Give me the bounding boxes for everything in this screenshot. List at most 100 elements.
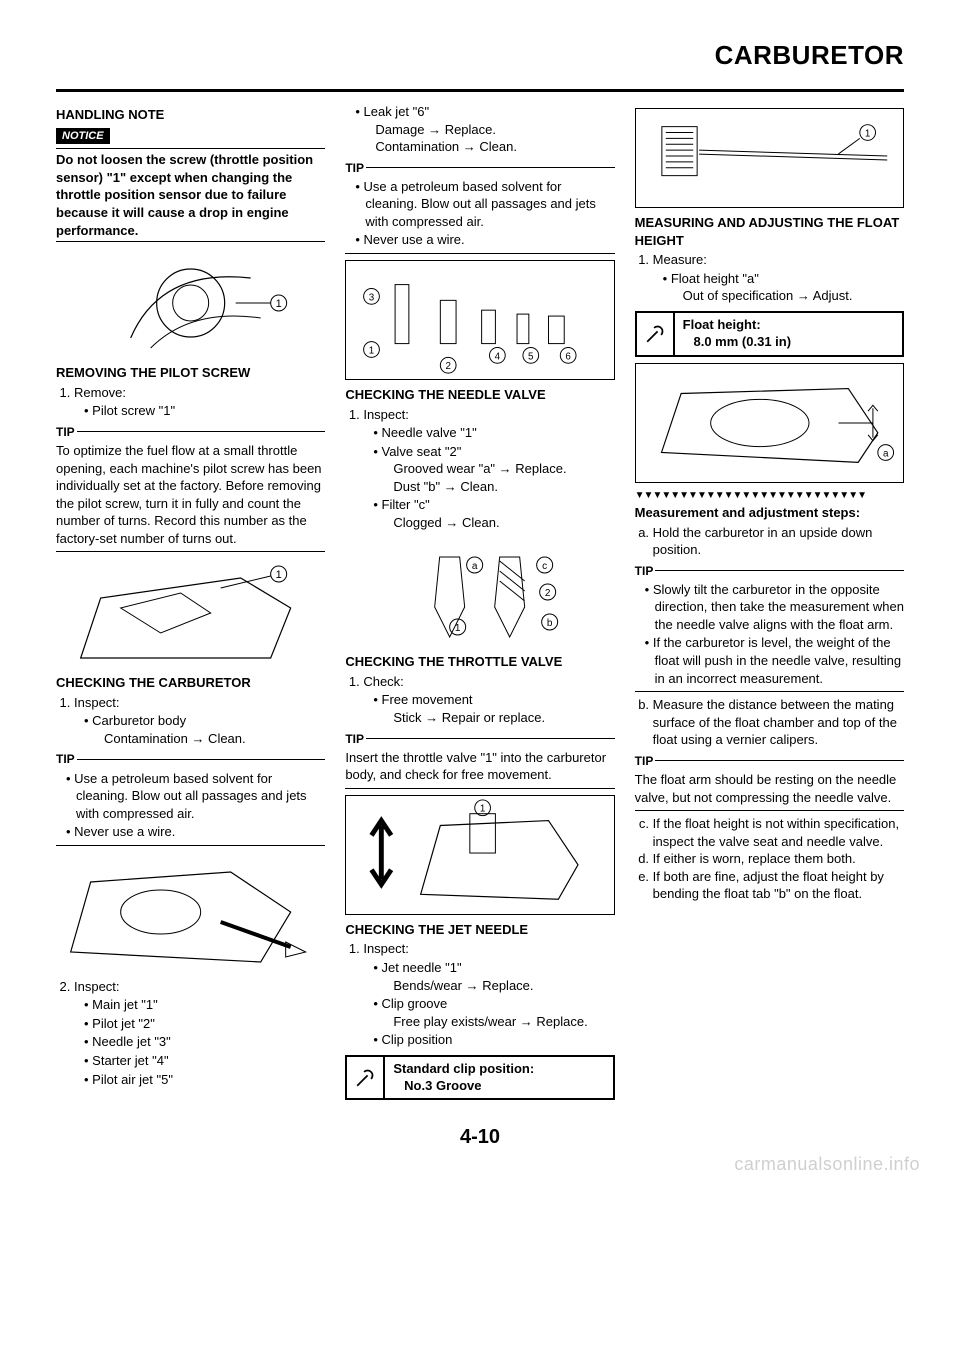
handling-note-heading: HANDLING NOTE [56, 106, 325, 124]
needle-b2-text: Valve seat "2" [382, 444, 462, 459]
svg-text:6: 6 [566, 351, 572, 362]
svg-text:1: 1 [455, 623, 461, 634]
leak-b1-sub2: Contamination → Clean. [385, 138, 614, 156]
inspect2-b4: Starter jet "4" [84, 1052, 325, 1070]
svg-text:1: 1 [480, 804, 485, 815]
leak-list: Leak jet "6" Damage → Replace. Contamina… [355, 103, 614, 156]
removing-tip-text: To optimize the fuel flow at a small thr… [56, 442, 325, 547]
needle-b2-sub2: Dust "b" → Clean. [403, 478, 614, 496]
jetneedle-b2-text: Clip groove [382, 996, 448, 1011]
needle-step-1: Inspect: Needle valve "1" Valve seat "2"… [363, 406, 614, 532]
inspect2-b2: Pilot jet "2" [84, 1015, 325, 1033]
section-rule [56, 845, 325, 846]
needle-b1: Needle valve "1" [373, 424, 614, 442]
leak-b1-sub1: Damage → Replace. [385, 121, 614, 139]
section-rule [345, 253, 614, 254]
jetneedle-steps: Inspect: Jet needle "1" Bends/wear → Rep… [363, 940, 614, 1048]
adj-tip-b1: Slowly tilt the carburetor in the opposi… [645, 581, 904, 634]
svg-text:1: 1 [276, 298, 282, 310]
svg-text:b: b [547, 618, 553, 629]
column-2: Leak jet "6" Damage → Replace. Contamina… [345, 102, 614, 1106]
inspect2-b3: Needle jet "3" [84, 1033, 325, 1051]
inspect2-steps: Inspect: Main jet "1" Pilot jet "2" Need… [74, 978, 325, 1088]
jetneedle-b1-text: Jet needle "1" [382, 960, 462, 975]
figure-throttle-valve: 1 [345, 795, 614, 915]
spec-clip-value: No.3 Groove [404, 1078, 481, 1093]
throttle-valve-heading: CHECKING THE THROTTLE VALVE [345, 653, 614, 671]
column-1: HANDLING NOTE NOTICE Do not loosen the s… [56, 102, 325, 1106]
inspect2-b1: Main jet "1" [84, 996, 325, 1014]
needle-step-1-label: Inspect: [363, 407, 409, 422]
tip-row-5: TIP [635, 563, 904, 579]
removing-step-1-label: Remove: [74, 385, 126, 400]
throttle-steps: Check: Free movement Stick → Repair or r… [363, 673, 614, 727]
tip-rule [77, 759, 326, 760]
notice-badge: NOTICE [56, 128, 110, 145]
svg-text:a: a [883, 448, 889, 459]
adj-b: Measure the distance between the mating … [653, 696, 904, 749]
measure-b1-sub: Out of specification → Adjust. [693, 287, 904, 305]
jetneedle-b1: Jet needle "1" Bends/wear → Replace. [373, 959, 614, 994]
svg-text:a: a [472, 561, 478, 572]
figure-jets: 3 1 2 4 5 6 [345, 260, 614, 380]
measure-b1: Float height "a" Out of specification → … [663, 270, 904, 305]
needle-b3-text: Filter "c" [382, 497, 430, 512]
throttle-step-1: Check: Free movement Stick → Repair or r… [363, 673, 614, 727]
checking-carb-b1: Carburetor body Contamination → Clean. [84, 712, 325, 747]
checking-carb-step-1-label: Inspect: [74, 695, 120, 710]
needle-b3: Filter "c" Clogged → Clean. [373, 496, 614, 531]
svg-text:2: 2 [545, 588, 551, 599]
wrench-icon [347, 1057, 385, 1099]
leak-tip-b1: Use a petroleum based solvent for cleani… [355, 178, 614, 231]
checking-carb-heading: CHECKING THE CARBURETOR [56, 674, 325, 692]
svg-text:1: 1 [369, 345, 374, 356]
measure-step-1-label: Measure: [653, 252, 707, 267]
needle-b2-sub1: Grooved wear "a" → Replace. [403, 460, 614, 478]
measure-heading: MEASURING AND ADJUSTING THE FLOAT HEIGHT [635, 214, 904, 249]
tip-label: TIP [56, 751, 77, 767]
page-title: CARBURETOR [56, 40, 904, 71]
inspect2-step-label: Inspect: [74, 979, 120, 994]
section-rule [56, 551, 325, 552]
spec-clip-label: Standard clip position: [393, 1061, 534, 1076]
checking-carb-tip-b2: Never use a wire. [66, 823, 325, 841]
adj-steps-3: If the float height is not within specif… [653, 815, 904, 903]
section-rule [635, 691, 904, 692]
header-rule [56, 89, 904, 92]
adj-e: If both are fine, adjust the float heigh… [653, 868, 904, 903]
leak-tip-list: Use a petroleum based solvent for cleani… [355, 178, 614, 249]
checking-carb-step-1: Inspect: Carburetor body Contamination →… [74, 694, 325, 748]
tip-label: TIP [345, 731, 366, 747]
inspect2-b5: Pilot air jet "5" [84, 1071, 325, 1089]
throttle-tip-text: Insert the throttle valve "1" into the c… [345, 749, 614, 784]
measure-step-1: Measure: Float height "a" Out of specifi… [653, 251, 904, 305]
notice-rule-bottom [56, 241, 325, 242]
figure-needle-valve: a c 2 b 1 [345, 537, 614, 647]
spec-float-box: Float height: 8.0 mm (0.31 in) [635, 311, 904, 357]
removing-b1: Pilot screw "1" [84, 402, 325, 420]
tip-row-3: TIP [345, 160, 614, 176]
triangles-divider: ▼▼▼▼▼▼▼▼▼▼▼▼▼▼▼▼▼▼▼▼▼▼▼▼▼▼ [635, 489, 904, 503]
tip-row-1: TIP [56, 424, 325, 440]
section-rule [345, 788, 614, 789]
svg-text:c: c [542, 561, 547, 572]
watermark: carmanualsonline.info [734, 1154, 920, 1175]
figure-carb-body [56, 852, 325, 972]
figure-throttle-sensor: 1 [56, 248, 325, 358]
needle-steps: Inspect: Needle valve "1" Valve seat "2"… [363, 406, 614, 532]
jetneedle-b3: Clip position [373, 1031, 614, 1049]
tip-row-2: TIP [56, 751, 325, 767]
tip-rule [366, 738, 615, 739]
spec-float-value: 8.0 mm (0.31 in) [694, 334, 792, 349]
jet-needle-heading: CHECKING THE JET NEEDLE [345, 921, 614, 939]
measure-b1-text: Float height "a" [671, 271, 759, 286]
adj-a: Hold the carburetor in an upside down po… [653, 524, 904, 559]
svg-text:4: 4 [495, 351, 501, 362]
spec-clip-box: Standard clip position: No.3 Groove [345, 1055, 614, 1101]
checking-carb-steps: Inspect: Carburetor body Contamination →… [74, 694, 325, 748]
adj-d: If either is worn, replace them both. [653, 850, 904, 868]
adj-steps-2: Measure the distance between the mating … [653, 696, 904, 749]
removing-steps: Remove: Pilot screw "1" [74, 384, 325, 420]
inspect2-step: Inspect: Main jet "1" Pilot jet "2" Need… [74, 978, 325, 1088]
adj-tip-b2: If the carburetor is level, the weight o… [645, 634, 904, 687]
